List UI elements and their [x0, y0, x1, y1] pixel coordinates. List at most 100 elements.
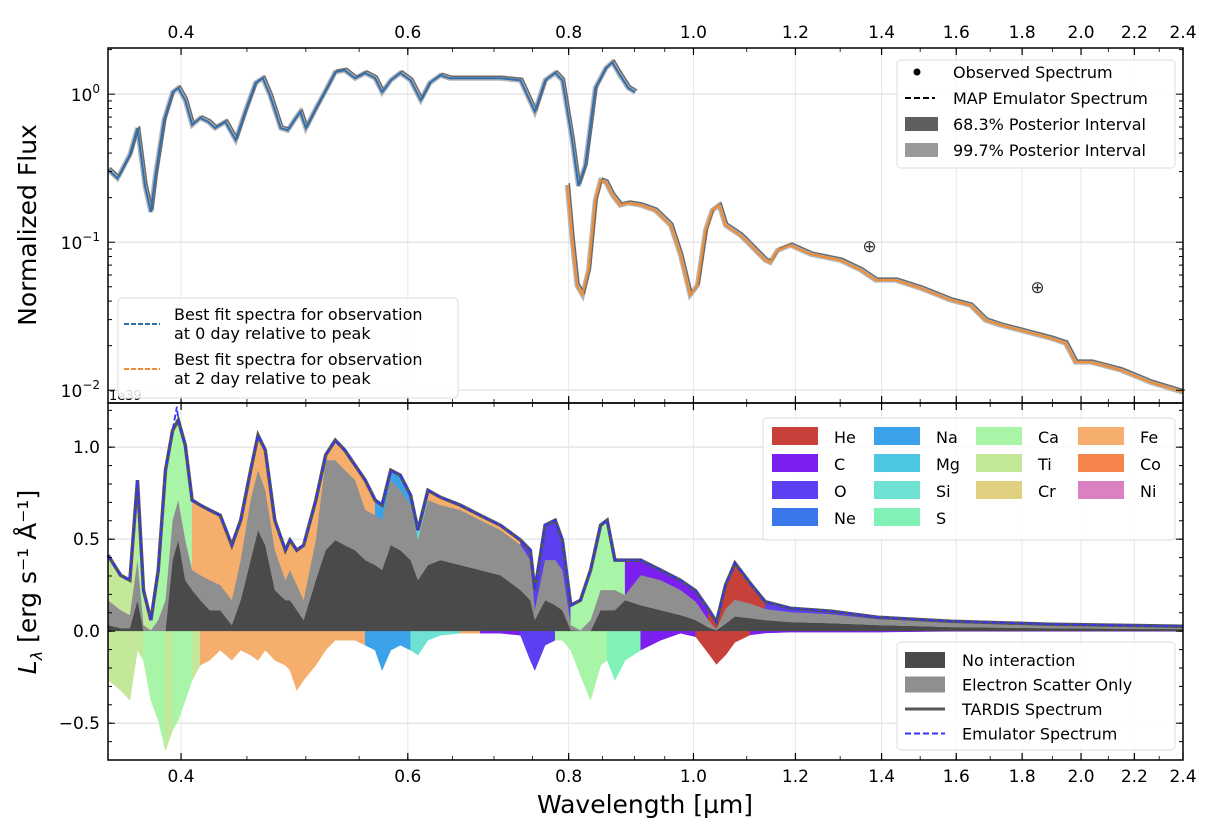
x-tick-label-bottom: 2.0 [1068, 767, 1095, 787]
absorption-segment-fe [315, 630, 326, 667]
x-tick-label-top: 2.2 [1121, 23, 1148, 43]
absorption-segment-o [530, 630, 536, 671]
absorption-segment-he [695, 630, 709, 655]
element-swatch-ni [1078, 481, 1124, 499]
element-swatch-na [874, 427, 920, 445]
y-tick-label-bottom: 0.5 [73, 530, 100, 550]
absorption-segment-fe [257, 630, 266, 662]
legend-main-entry: 99.7% Posterior Interval [953, 141, 1146, 160]
element-swatch-co [1078, 454, 1124, 472]
absorption-segment-ti [107, 630, 121, 691]
telluric-marker: ⊕ [1030, 278, 1044, 298]
y-tick-label-top: 10−1 [61, 230, 100, 254]
y-tick-label-bottom: −0.5 [59, 714, 100, 734]
absorption-segment-ca [562, 630, 572, 651]
absorption-segment-ti [120, 630, 131, 701]
emission-segment-fe [209, 509, 221, 586]
y-tick-exponent: −1 [82, 230, 100, 244]
emission-segment-he [734, 562, 751, 604]
absorption-segment-si [410, 630, 419, 656]
absorption-segment-s [624, 630, 641, 661]
absorption-segment-c [500, 630, 521, 636]
element-label: Co [1140, 455, 1161, 474]
element-label: Si [936, 482, 951, 501]
y-tick-label-bottom: 1.0 [73, 438, 100, 458]
element-swatch-si [874, 481, 920, 499]
absorption-segment-he [708, 630, 717, 666]
x-axis-label: Wavelength [µm] [537, 790, 753, 819]
no-interaction-area [108, 530, 1183, 632]
absorption-segment-ti [129, 630, 138, 701]
best-fit-line-day0 [108, 60, 636, 213]
absorption-segment-na [381, 630, 392, 671]
absorption-segment-na [364, 630, 376, 651]
element-label: S [936, 509, 946, 528]
x-tick-label-bottom: 1.0 [680, 767, 707, 787]
y-label-units: [erg s⁻¹ Å⁻¹] [13, 490, 42, 651]
absorption-segment-fe [303, 630, 317, 681]
absorption-segment-fe [296, 630, 304, 692]
absorption-segment-he [725, 630, 736, 656]
absorption-segment-c [480, 630, 501, 634]
x-tick-label-top: 0.8 [555, 23, 582, 43]
legend-bottom-entry: Electron Scatter Only [962, 676, 1132, 695]
element-label: Ni [1140, 482, 1156, 501]
legend-main-entry: MAP Emulator Spectrum [953, 89, 1148, 108]
element-swatch-he [772, 427, 818, 445]
no-interaction-swatch [905, 652, 945, 668]
x-tick-label-top: 2.0 [1068, 23, 1095, 43]
absorption-segment-ca [570, 630, 581, 676]
absorption-segment-fe [219, 630, 233, 661]
absorption-segment-c [640, 630, 661, 651]
x-tick-label-bottom: 1.4 [868, 767, 895, 787]
element-swatch-mg [874, 454, 920, 472]
absorption-segment-c [790, 630, 831, 633]
absorption-segment-fe [325, 630, 336, 651]
element-label: Mg [936, 455, 960, 474]
x-tick-label-top: 0.6 [394, 23, 421, 43]
y-tick-label-bottom: 0.0 [73, 622, 100, 642]
absorption-segment-o [534, 630, 546, 671]
absorption-segment-o [544, 630, 556, 646]
legend-main-entry: Observed Spectrum [953, 63, 1113, 82]
absorption-segment-fe [289, 630, 298, 691]
emission-segment-ca [614, 559, 626, 596]
y-axis-label-bottom: Lλ [erg s⁻¹ Å⁻¹] [13, 490, 46, 674]
absorption-segment-fe [354, 630, 366, 646]
absorption-segment-fe [265, 630, 276, 661]
y-tick-exponent: −2 [82, 378, 100, 392]
absorption-segment-ca [150, 630, 159, 721]
legend-main-entry: 68.3% Posterior Interval [953, 115, 1146, 134]
absorption-segment-ti [165, 630, 173, 751]
absorption-segment-s [614, 630, 626, 681]
absorption-segment-ca [157, 630, 166, 751]
x-tick-label-top: 1.8 [1009, 23, 1036, 43]
absorption-segment-na [374, 630, 383, 671]
element-label: C [834, 455, 845, 474]
legend-elements [762, 417, 1176, 541]
posterior-interval-day0 [108, 58, 637, 213]
absorption-segment-ca [172, 630, 179, 732]
x-tick-label-top: 1.0 [680, 23, 707, 43]
legend-bottom [896, 641, 1176, 751]
legend-fit-entry-line2: at 2 day relative to peak [174, 369, 371, 388]
x-tick-label-bottom: 0.6 [394, 767, 421, 787]
electron-scatter-area [108, 460, 1183, 632]
x-tick-label-top: 1.6 [943, 23, 970, 43]
y-axis-label-top: Normalized Flux [13, 124, 42, 326]
element-swatch-c [772, 454, 818, 472]
axes: 0.4 0.4 0.6 0.6 0.8 0.8 1.0 1.0 1.2 1.2 1.4 1.4 1.6 1… [59, 23, 1197, 787]
x-tick-label-bottom: 2.4 [1169, 767, 1196, 787]
absorption-segment-c [830, 630, 878, 633]
element-label: Cr [1038, 482, 1056, 501]
x-tick-label-top: 1.2 [782, 23, 809, 43]
absorption-segment-o [520, 630, 531, 661]
legend-bottom-entry: TARDIS Spectrum [961, 700, 1102, 719]
x-tick-label-bottom: 0.8 [555, 767, 582, 787]
telluric-marker: ⊕ [862, 237, 876, 257]
y-tick-base: 10 [61, 382, 83, 402]
absorption-segment-c [750, 630, 766, 636]
y-tick-exponent: 0 [92, 82, 100, 96]
absorption-segment-ca [580, 630, 591, 701]
absorption-segment-he [734, 630, 751, 643]
